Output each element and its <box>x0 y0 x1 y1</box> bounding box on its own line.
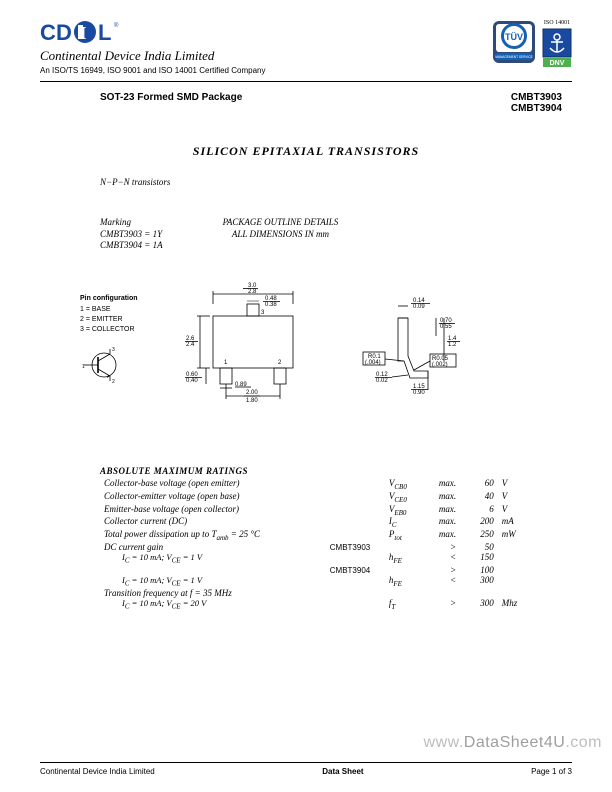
svg-text:MANAGEMENT SERVICE: MANAGEMENT SERVICE <box>495 55 533 59</box>
ratings-row: DC current gainCMBT3903>50 <box>100 542 530 552</box>
logo-row: C D I L ® <box>40 20 265 46</box>
ratings-row: Collector current (DC)ICmax.200mA <box>100 516 530 529</box>
svg-text:0.90: 0.90 <box>413 390 425 396</box>
watermark-main: DataSheet4U <box>464 734 566 751</box>
ratings-row: Emitter-base voltage (open collector)VEB… <box>100 504 530 517</box>
svg-text:2.4: 2.4 <box>186 342 195 348</box>
part-number-1: CMBT3903 <box>511 92 562 103</box>
footer-right: Page 1 of 3 <box>531 767 572 776</box>
svg-text:0.02: 0.02 <box>376 378 388 384</box>
transistor-symbol-icon: 1 3 2 <box>80 345 124 385</box>
ratings-row: Total power dissipation up to Tamb = 25 … <box>100 529 530 542</box>
tuv-badge: TÜV MANAGEMENT SERVICE <box>492 20 536 66</box>
ratings-row: IC = 10 mA; VCE = 1 VhFE<150 <box>100 552 530 565</box>
ratings-table: Collector-base voltage (open emitter)VCB… <box>100 478 530 610</box>
ratings-row: IC = 10 mA; VCE = 20 VfT>300Mhz <box>100 598 530 611</box>
page: C D I L ® Continental Device India Limit… <box>0 0 612 640</box>
ratings-block: ABSOLUTE MAXIMUM RATINGS Collector-base … <box>40 466 572 610</box>
svg-text:0.40: 0.40 <box>186 378 198 384</box>
marking-line-2: CMBT3904 = 1A <box>100 240 163 252</box>
svg-text:C: C <box>40 20 56 45</box>
marking-head: Marking <box>100 217 163 229</box>
transistor-type: N−P−N transistors <box>40 177 572 187</box>
marking-row: Marking CMBT3903 = 1Y CMBT3904 = 1A PACK… <box>40 217 572 252</box>
cdil-logo-icon: C D I L ® <box>40 20 130 46</box>
logo-block: C D I L ® Continental Device India Limit… <box>40 20 265 75</box>
svg-text:DNV: DNV <box>550 60 565 67</box>
svg-text:TÜV: TÜV <box>505 32 523 42</box>
footer: Continental Device India Limited Data Sh… <box>40 762 572 776</box>
pkg-heading: PACKAGE OUTLINE DETAILS ALL DIMENSIONS I… <box>223 217 339 252</box>
package-outline-icon: 1 2 3 3.0 2.8 0.48 0.38 2.6 <box>158 266 478 416</box>
cert-line: An ISO/TS 16949, ISO 9001 and ISO 14001 … <box>40 66 265 75</box>
svg-text:3: 3 <box>261 310 265 316</box>
svg-text:0.09: 0.09 <box>413 304 425 310</box>
svg-text:2: 2 <box>112 379 115 385</box>
svg-text:0.38: 0.38 <box>265 302 277 308</box>
svg-text:®: ® <box>114 22 119 29</box>
iso-label: ISO 14001 <box>542 20 572 26</box>
watermark: www.DataSheet4U.com <box>424 734 602 752</box>
footer-mid: Data Sheet <box>322 767 363 776</box>
ratings-head: ABSOLUTE MAXIMUM RATINGS <box>100 466 572 476</box>
svg-text:D: D <box>56 20 72 45</box>
pinconfig-3: 3 = COLLECTOR <box>80 325 138 335</box>
tuv-badge-icon: TÜV MANAGEMENT SERVICE <box>492 20 536 64</box>
header: C D I L ® Continental Device India Limit… <box>40 20 572 75</box>
title-row: SOT-23 Formed SMD Package CMBT3903 CMBT3… <box>40 92 572 114</box>
svg-text:0.55: 0.55 <box>440 324 452 330</box>
marking-block: Marking CMBT3903 = 1Y CMBT3904 = 1A <box>100 217 163 252</box>
part-number-2: CMBT3904 <box>511 103 562 114</box>
company-name: Continental Device India Limited <box>40 48 265 64</box>
doc-title: SILICON EPITAXIAL TRANSISTORS <box>40 144 572 159</box>
ratings-row: CMBT3904>100 <box>100 565 530 575</box>
svg-text:1: 1 <box>82 364 85 370</box>
pkg-heading-2: ALL DIMENSIONS IN mm <box>223 229 339 241</box>
diagram-row: Pin configuration 1 = BASE 2 = EMITTER 3… <box>40 266 572 416</box>
ratings-row: IC = 10 mA; VCE = 1 VhFE<300 <box>100 575 530 588</box>
pkg-heading-1: PACKAGE OUTLINE DETAILS <box>223 217 339 229</box>
ratings-row: Collector-emitter voltage (open base)VCE… <box>100 491 530 504</box>
svg-text:L: L <box>98 20 111 45</box>
dnv-badge-icon: DNV <box>542 28 572 68</box>
footer-left: Continental Device India Limited <box>40 767 155 776</box>
pinconfig-2: 2 = EMITTER <box>80 315 138 325</box>
pinconfig-1: 1 = BASE <box>80 305 138 315</box>
cert-badges: TÜV MANAGEMENT SERVICE ISO 14001 DNV <box>492 20 572 70</box>
pinconfig-head: Pin configuration <box>80 294 138 304</box>
marking-line-1: CMBT3903 = 1Y <box>100 229 163 241</box>
svg-text:2: 2 <box>278 360 282 366</box>
svg-text:2.8: 2.8 <box>248 289 257 295</box>
part-numbers: CMBT3903 CMBT3904 <box>511 92 562 114</box>
pin-config: Pin configuration 1 = BASE 2 = EMITTER 3… <box>80 294 138 389</box>
watermark-pre: www. <box>424 734 464 751</box>
package-title: SOT-23 Formed SMD Package <box>100 92 242 114</box>
ratings-row: Collector-base voltage (open emitter)VCB… <box>100 478 530 491</box>
svg-text:1: 1 <box>224 360 228 366</box>
header-rule <box>40 81 572 82</box>
dnv-badge: ISO 14001 DNV <box>542 20 572 70</box>
svg-text:3: 3 <box>112 347 115 353</box>
svg-text:1.2: 1.2 <box>448 342 457 348</box>
footer-rule <box>40 762 572 763</box>
svg-text:I: I <box>80 23 87 43</box>
svg-text:2.00: 2.00 <box>246 390 258 396</box>
svg-text:1.80: 1.80 <box>246 398 258 404</box>
ratings-row: Transition frequency at f = 35 MHz <box>100 588 530 598</box>
watermark-post: .com <box>565 734 602 751</box>
